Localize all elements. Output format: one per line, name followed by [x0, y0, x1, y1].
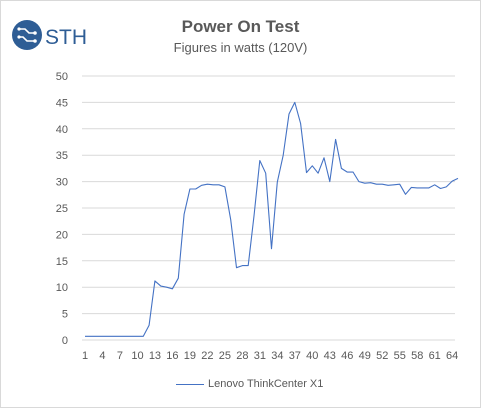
x-tick-label: 40 — [306, 350, 318, 362]
y-tick-label: 20 — [56, 229, 68, 241]
x-tick-label: 55 — [394, 350, 406, 362]
x-tick-label: 52 — [376, 350, 388, 362]
y-tick-label: 15 — [56, 256, 68, 268]
y-tick-label: 25 — [56, 203, 68, 215]
y-tick-label: 30 — [56, 177, 68, 189]
y-tick-label: 10 — [56, 282, 68, 294]
sth-circuit-logo-icon: STH — [12, 20, 87, 50]
series-line — [85, 101, 459, 337]
x-tick-label: 7 — [117, 350, 123, 362]
chart-subtitle: Figures in watts (120V) — [173, 40, 308, 55]
y-tick-label: 50 — [56, 71, 68, 83]
x-tick-label: 37 — [289, 350, 301, 362]
sth-logo: STH — [10, 13, 90, 59]
y-tick-label: 45 — [56, 97, 68, 109]
x-tick-label: 61 — [429, 350, 441, 362]
x-tick-label: 64 — [446, 350, 458, 362]
legend-swatch — [176, 383, 204, 385]
y-tick-label: 40 — [56, 124, 68, 136]
legend-label: Lenovo ThinkCenter X1 — [208, 378, 324, 390]
x-tick-label: 13 — [149, 350, 161, 362]
x-tick-label: 22 — [201, 350, 213, 362]
x-tick-label: 58 — [411, 350, 423, 362]
x-tick-label: 46 — [341, 350, 353, 362]
x-tick-label: 19 — [184, 350, 196, 362]
x-tick-label: 49 — [359, 350, 371, 362]
chart-title: Power On Test — [181, 17, 300, 36]
y-tick-label: 35 — [56, 150, 68, 162]
x-tick-label: 1 — [82, 350, 88, 362]
x-tick-label: 43 — [324, 350, 336, 362]
y-tick-label: 5 — [62, 309, 68, 321]
x-tick-label: 25 — [219, 350, 231, 362]
x-tick-label: 28 — [236, 350, 248, 362]
x-tick-label: 31 — [254, 350, 266, 362]
x-tick-label: 16 — [166, 350, 178, 362]
x-tick-label: 4 — [99, 350, 105, 362]
x-tick-label: 10 — [131, 350, 143, 362]
x-tick-label: 34 — [271, 350, 283, 362]
logo-text: STH — [45, 26, 87, 49]
y-tick-label: 0 — [62, 335, 68, 347]
legend: Lenovo ThinkCenter X1 — [176, 378, 323, 390]
